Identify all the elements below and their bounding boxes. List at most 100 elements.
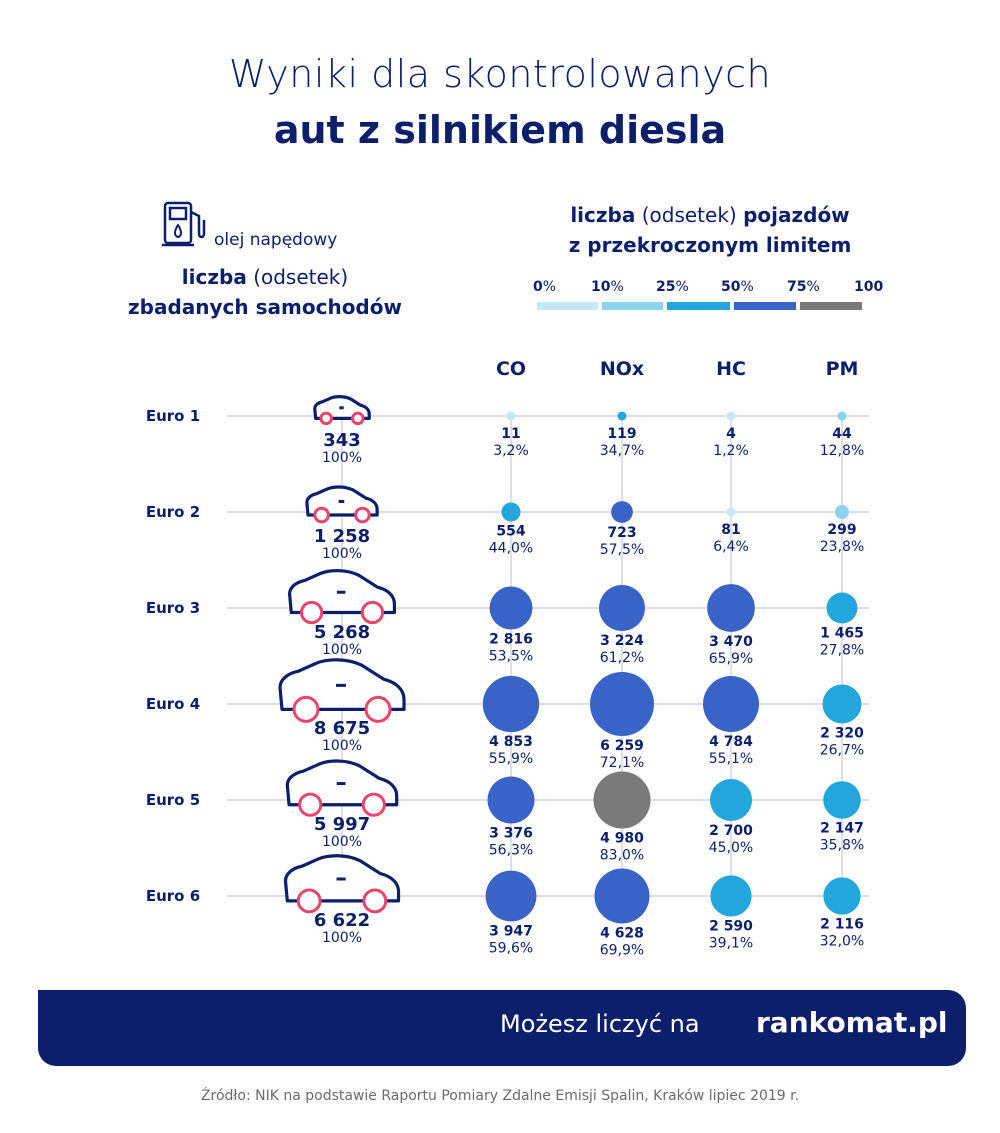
car-icon	[283, 854, 401, 914]
bubble-nox	[611, 501, 633, 523]
exceeded-percent: 3,2%	[493, 443, 529, 459]
bubble-pm	[835, 505, 849, 519]
exceeded-percent: 56,3%	[489, 843, 533, 859]
exceeded-count: 81	[721, 522, 740, 538]
page-title-line1: Wyniki dla skontrolowanych	[228, 52, 772, 96]
studied-heading-light: (odsetek)	[253, 265, 349, 289]
fuel-type-label: olej napędowy	[214, 230, 338, 250]
exceeded-count: 6 259	[600, 738, 644, 754]
exceeded-percent: 6,4%	[713, 539, 749, 555]
page-title-line2: aut z silnikiem diesla	[273, 108, 727, 152]
row-label-euro-5: Euro 5	[146, 791, 200, 809]
legend-label-0: 0%	[533, 279, 557, 295]
exceeded-percent: 27,8%	[820, 642, 864, 658]
exceeded-count: 4 628	[600, 926, 644, 942]
bubble-pm	[826, 592, 858, 624]
exceeded-percent: 12,8%	[820, 443, 864, 459]
column-header-nox: NOx	[600, 358, 644, 380]
exceeded-percent: 59,6%	[489, 940, 533, 956]
bubble-hc	[726, 507, 736, 517]
exceeded-count: 723	[607, 525, 636, 541]
car-icon	[287, 569, 397, 625]
studied-cars-heading: liczba (odsetek) zbadanych samochodów	[100, 262, 430, 322]
fuel-pump-icon	[162, 201, 206, 247]
exceeded-heading-bold2: pojazdów	[743, 203, 850, 227]
studied-percent: 100%	[322, 642, 362, 658]
legend-bar-50-75	[734, 302, 796, 310]
exceeded-count: 2 816	[489, 631, 533, 647]
bubble-pm	[837, 411, 847, 421]
legend-bar-75-100	[800, 302, 862, 310]
exceeded-count: 2 320	[820, 725, 864, 741]
bubble-co	[501, 502, 521, 522]
studied-percent: 100%	[322, 930, 362, 946]
studied-count: 5 268	[314, 622, 370, 643]
exceeded-percent: 23,8%	[820, 539, 864, 555]
studied-count: 1 258	[314, 526, 370, 547]
legend-bar-0-10	[537, 302, 598, 310]
brand-logo[interactable]: rankomat.pl	[756, 1006, 948, 1039]
exceeded-percent: 65,9%	[709, 651, 753, 667]
exceeded-percent: 83,0%	[600, 848, 644, 864]
exceeded-count: 3 947	[489, 923, 533, 939]
exceeded-count: 1 465	[820, 625, 864, 641]
exceeded-percent: 39,1%	[709, 936, 753, 952]
exceeded-percent: 69,9%	[600, 943, 644, 959]
exceeded-count: 2 590	[709, 919, 753, 935]
exceeded-count: 11	[501, 426, 520, 442]
studied-count: 5 997	[314, 814, 370, 835]
studied-percent: 100%	[322, 834, 362, 850]
exceeded-percent: 55,9%	[489, 751, 533, 767]
exceeded-heading-light: (odsetek)	[641, 203, 737, 227]
legend-label-50: 50%	[721, 279, 754, 295]
exceeded-count: 44	[832, 426, 852, 442]
exceeded-count: 2 147	[820, 821, 864, 837]
exceeded-percent: 32,0%	[820, 934, 864, 950]
exceeded-count: 4 980	[600, 831, 644, 847]
exceeded-count: 3 224	[600, 633, 644, 649]
exceeded-count: 119	[607, 426, 636, 442]
car-icon	[285, 759, 399, 817]
legend-label-10: 10%	[591, 279, 624, 295]
exceeded-percent: 53,5%	[489, 648, 533, 664]
bubble-pm	[822, 684, 862, 724]
exceeded-count: 2 700	[709, 823, 753, 839]
exceeded-count: 4 853	[489, 734, 533, 750]
row-label-euro-2: Euro 2	[146, 503, 200, 521]
legend-label-100: 100	[854, 279, 884, 295]
bubble-hc	[709, 778, 753, 822]
car-icon	[313, 395, 371, 426]
studied-count: 343	[323, 430, 361, 451]
footer-tagline: Możesz liczyć na	[500, 1010, 700, 1038]
exceeded-percent: 34,7%	[600, 443, 644, 459]
bubble-pm	[823, 877, 861, 915]
source-note: Źródło: NIK na podstawie Raportu Pomiary…	[200, 1088, 800, 1104]
bubble-co	[487, 776, 535, 824]
exceeded-heading-bold1: liczba	[570, 203, 636, 227]
bubble-co	[506, 411, 516, 421]
row-label-euro-6: Euro 6	[146, 887, 200, 905]
bubble-co	[489, 586, 533, 630]
bubble-hc	[726, 411, 736, 421]
exceeded-percent: 35,8%	[820, 838, 864, 854]
footer-banner: Możesz liczyć na rankomat.pl	[38, 990, 966, 1066]
exceeded-count: 4 784	[709, 734, 753, 750]
studied-heading-line2: zbadanych samochodów	[128, 295, 402, 319]
exceeded-percent: 55,1%	[709, 751, 753, 767]
exceeded-count: 3 470	[709, 634, 753, 650]
exceeded-count: 4	[726, 426, 736, 442]
column-header-co: CO	[496, 358, 526, 380]
exceeded-percent: 72,1%	[600, 755, 644, 771]
bubble-nox	[617, 411, 627, 421]
exceeded-percent: 57,5%	[600, 542, 644, 558]
row-label-euro-1: Euro 1	[146, 407, 200, 425]
bubble-hc	[710, 875, 752, 917]
bubble-nox	[590, 672, 654, 736]
exceeded-limit-heading: liczba (odsetek) pojazdów z przekroczony…	[520, 200, 900, 260]
studied-count: 6 622	[314, 910, 370, 931]
column-header-pm: PM	[826, 358, 859, 380]
bubble-nox	[599, 585, 645, 631]
car-icon	[305, 485, 379, 524]
column-header-hc: HC	[716, 358, 746, 380]
